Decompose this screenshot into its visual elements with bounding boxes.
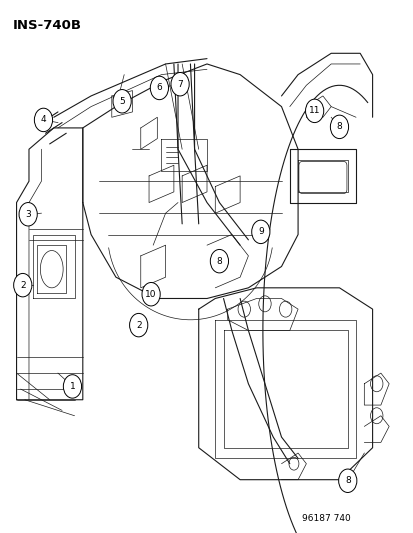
Circle shape: [113, 90, 131, 113]
Circle shape: [150, 76, 168, 100]
Text: 8: 8: [344, 477, 350, 485]
Text: 1: 1: [69, 382, 75, 391]
Circle shape: [34, 108, 52, 132]
Circle shape: [129, 313, 147, 337]
Text: 8: 8: [336, 123, 342, 131]
Text: 9: 9: [257, 228, 263, 236]
Circle shape: [19, 203, 37, 226]
Text: 96187 740: 96187 740: [301, 514, 350, 523]
Circle shape: [14, 273, 32, 297]
Text: 2: 2: [20, 281, 26, 289]
Text: 2: 2: [135, 321, 141, 329]
Circle shape: [251, 220, 269, 244]
Text: 7: 7: [177, 80, 183, 88]
Circle shape: [330, 115, 348, 139]
Text: 4: 4: [40, 116, 46, 124]
Text: 8: 8: [216, 257, 222, 265]
Text: 5: 5: [119, 97, 125, 106]
Text: 3: 3: [25, 210, 31, 219]
Circle shape: [63, 375, 81, 398]
Text: INS-740B: INS-740B: [12, 19, 81, 31]
Circle shape: [210, 249, 228, 273]
Text: 6: 6: [156, 84, 162, 92]
Circle shape: [171, 72, 189, 96]
Text: 11: 11: [308, 107, 320, 115]
Circle shape: [338, 469, 356, 492]
Text: 10: 10: [145, 290, 157, 298]
Circle shape: [305, 99, 323, 123]
Circle shape: [142, 282, 160, 306]
